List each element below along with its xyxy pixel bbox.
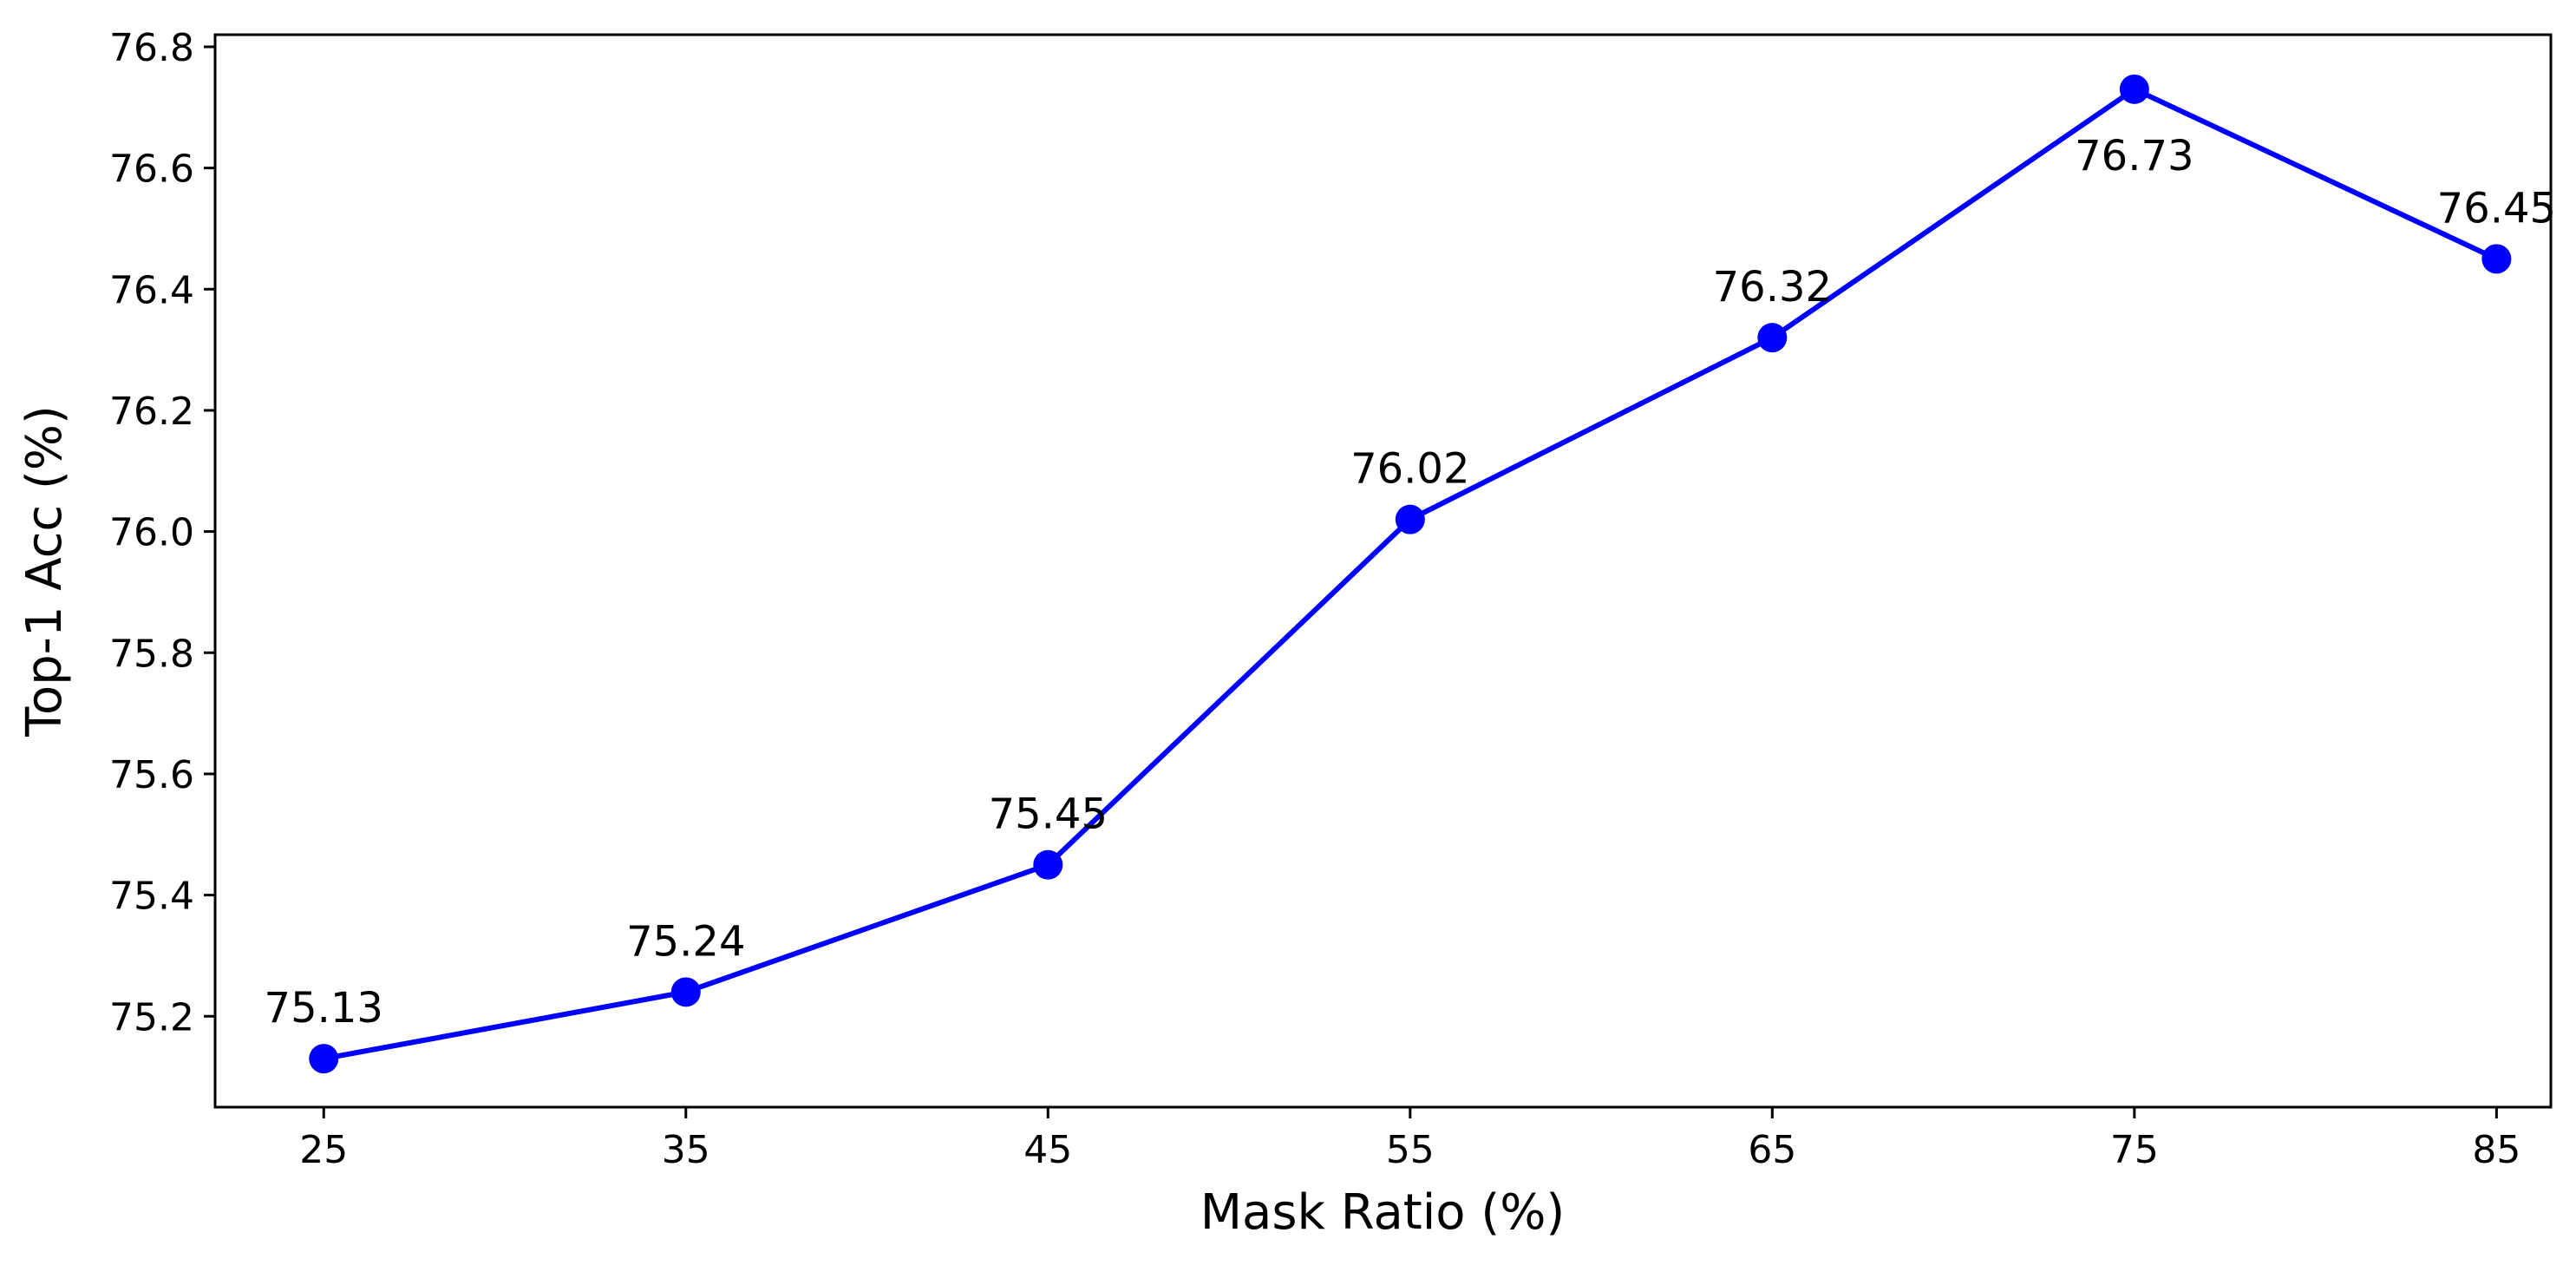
y-tick-label: 75.6 [109, 753, 194, 797]
data-point-marker [1033, 849, 1063, 880]
x-tick-label: 45 [1023, 1128, 1072, 1172]
y-axis: 75.2 75.4 75.6 75.8 76.0 76.2 76.4 76.6 76.8 [109, 26, 215, 1039]
data-point-marker [2119, 74, 2149, 104]
data-labels: 75.13 75.24 75.45 76.02 76.32 76.73 76.45 [265, 132, 2557, 1033]
y-tick-label: 76.2 [109, 390, 194, 434]
y-tick-label: 76.0 [109, 511, 194, 555]
x-tick-label: 85 [2472, 1128, 2520, 1172]
y-axis-title: Top-1 Acc (%) [16, 405, 73, 738]
x-axis-title: Mask Ratio (%) [1200, 1184, 1566, 1241]
data-label: 76.02 [1350, 445, 1469, 494]
data-point-marker [309, 1044, 339, 1074]
data-label: 76.32 [1713, 263, 1832, 311]
data-point-marker [670, 977, 701, 1007]
data-label: 76.73 [2075, 132, 2194, 180]
data-label: 76.45 [2437, 184, 2556, 233]
data-point-marker [1395, 504, 1425, 534]
data-point-marker [2481, 244, 2512, 274]
x-tick-label: 35 [662, 1128, 710, 1172]
x-tick-label: 75 [2110, 1128, 2159, 1172]
series-group [309, 74, 2512, 1074]
data-label: 75.13 [265, 984, 383, 1033]
x-axis: 25 35 45 55 65 75 85 [299, 1107, 2520, 1172]
x-tick-label: 25 [299, 1128, 348, 1172]
data-point-marker [1757, 323, 1788, 353]
plot-area-frame [213, 33, 2553, 1109]
y-tick-label: 76.4 [109, 268, 194, 312]
y-tick-label: 76.8 [109, 26, 194, 70]
x-tick-label: 55 [1386, 1128, 1435, 1172]
y-tick-label: 75.4 [109, 875, 194, 919]
data-label: 75.24 [626, 917, 745, 966]
y-tick-label: 75.8 [109, 632, 194, 676]
series-line [323, 86, 2498, 1062]
data-label: 75.45 [989, 790, 1108, 839]
y-tick-label: 76.6 [109, 148, 194, 192]
x-tick-label: 65 [1748, 1128, 1796, 1172]
y-tick-label: 75.2 [109, 995, 194, 1039]
